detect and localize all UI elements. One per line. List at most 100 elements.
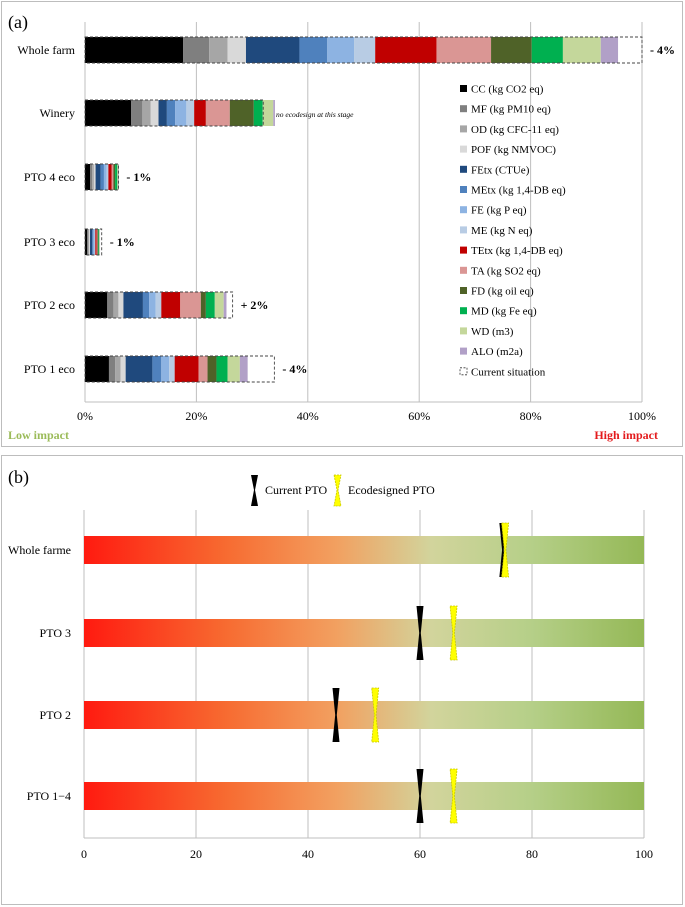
bar-winery-cc [85, 100, 132, 126]
ecodesigned-marker-pto-1-4 [449, 768, 458, 824]
legend-swatch-pof [460, 145, 467, 153]
bar-pto-4-eco-od [92, 164, 94, 190]
change-label-pto-1-eco: - 4% [282, 362, 307, 376]
bar-pto-4-eco-md [115, 164, 118, 190]
legend-label-ta: TA (kg SO2 eq) [471, 265, 541, 277]
bar-pto-2-eco-fe [149, 292, 156, 318]
bar-pto-4-eco-tetx [108, 164, 112, 190]
bar-whole-farm-alo [600, 37, 619, 63]
panel-b-label: (b) [8, 467, 29, 488]
bar-pto-4-eco-metx [100, 164, 104, 190]
b-bar-pto-3 [84, 619, 644, 647]
bar-pto-2-eco-od [113, 292, 119, 318]
low-impact-label: Low impact [8, 428, 69, 442]
b-x-tick-2: 40 [302, 847, 314, 861]
current-situation-winery [84, 99, 264, 127]
bar-pto-3-eco-metx [92, 229, 94, 255]
legend-label-wd: WD (m3) [471, 326, 514, 338]
change-label-pto-2-eco: + 2% [241, 298, 269, 312]
legend-swatch-fd [460, 287, 467, 294]
bar-whole-farm-me [354, 37, 376, 63]
bar-pto-4-eco-pof [93, 164, 96, 190]
panel-b [1, 455, 683, 905]
bar-pto-3-eco-me [94, 229, 96, 255]
bar-pto-4-eco-cc [85, 164, 91, 190]
bar-pto-1-eco-mf [108, 356, 116, 382]
legend-swatch-mf [460, 105, 467, 113]
bar-pto-1-eco-fe [161, 356, 170, 382]
b-category-whole-farme: Whole farme [8, 543, 71, 557]
bar-pto-1-eco-cc [85, 356, 109, 382]
legend-swatch-me [460, 226, 467, 234]
bar-pto-3-eco-wd [99, 229, 100, 255]
bar-pto-2-eco-tetx [161, 292, 181, 318]
bar-whole-farm-cc [85, 37, 184, 63]
b-x-tick-3: 60 [414, 847, 426, 861]
a-x-tick-1: 20% [185, 409, 207, 423]
legend-label-pof: POF (kg NMVOC) [471, 144, 556, 156]
bar-pto-2-eco-cc [85, 292, 108, 318]
panel-b-x-ticks: 0 20 40 60 80 100 [81, 847, 653, 861]
bar-winery-od [142, 100, 151, 126]
ecodesigned-marker-whole-farme [501, 522, 510, 578]
bar-whole-farm-md [531, 37, 563, 63]
legend-current-marker [251, 475, 258, 506]
a-category-pto-3-eco: PTO 3 eco [24, 235, 75, 249]
bar-winery-fd [229, 100, 254, 126]
winery-note: no ecodesign at this stage [276, 110, 354, 119]
a-x-tick-4: 80% [520, 409, 542, 423]
bar-pto-2-eco-md [205, 292, 215, 318]
bar-whole-farm-fd [491, 37, 532, 63]
current-marker-pto-3 [416, 606, 424, 660]
bar-winery-fe [175, 100, 187, 126]
bar-winery-pof [150, 100, 159, 126]
bar-winery-ta [205, 100, 230, 126]
bar-whole-farm-fe [327, 37, 355, 63]
bar-pto-1-eco-alo [239, 356, 248, 382]
bar-pto-3-eco-od [88, 229, 90, 255]
bar-whole-farm-ta [436, 37, 492, 63]
legend-swatch-current-situation [459, 367, 468, 376]
current-situation-pto-1-eco [84, 355, 275, 383]
bar-pto-4-eco-fe [103, 164, 107, 190]
bar-pto-4-eco-fetx [95, 164, 101, 190]
bar-winery-wd [262, 100, 274, 126]
panel-a-x-ticks: 0% 20% 40% 60% 80% 100% [77, 409, 656, 423]
a-x-tick-0: 0% [77, 409, 93, 423]
change-label-whole-farm: - 4% [650, 43, 675, 57]
bar-pto-1-eco-metx [152, 356, 162, 382]
legend-swatch-fetx [460, 165, 467, 173]
bar-pto-2-eco-ta [180, 292, 201, 318]
change-label-pto-3-eco: - 1% [110, 235, 135, 249]
bar-winery-md [253, 100, 263, 126]
bar-pto-4-eco-mf [90, 164, 93, 190]
bar-pto-3-eco-ta [96, 229, 98, 255]
bar-pto-2-eco-fetx [123, 292, 143, 318]
bar-winery-metx [166, 100, 176, 126]
legend-swatch-wd [460, 327, 467, 335]
bar-pto-2-eco-fd [200, 292, 206, 318]
b-x-tick-0: 0 [81, 847, 87, 861]
bar-whole-farm-metx [299, 37, 328, 63]
ecodesigned-marker-pto-3 [449, 605, 458, 661]
a-category-pto-1-eco: PTO 1 eco [24, 362, 75, 376]
panel-a-bars: - 4% - 1% - 1% + 2% - 4% [84, 36, 675, 383]
high-impact-label: High impact [594, 428, 658, 442]
change-label-pto-4-eco: - 1% [126, 170, 151, 184]
bar-pto-1-eco-md [216, 356, 228, 382]
a-category-whole-farm: Whole farm [17, 43, 75, 57]
panel-b-markers [332, 522, 510, 824]
legend-label-metx: MEtx (kg 1,4-DB eq) [471, 185, 566, 197]
a-category-winery: Winery [39, 106, 75, 120]
legend-swatch-od [460, 125, 467, 133]
bar-pto-4-eco-ta [111, 164, 114, 190]
bar-whole-farm-od [209, 37, 228, 63]
bar-winery-fetx [158, 100, 167, 126]
bar-pto-1-eco-me [169, 356, 175, 382]
bar-pto-2-eco-wd [214, 292, 224, 318]
current-situation-pto-4-eco [84, 163, 119, 191]
bar-pto-2-eco-pof [118, 292, 124, 318]
bar-pto-3-eco-md [98, 229, 100, 255]
current-situation-pto-2-eco [84, 291, 234, 319]
b-bar-pto-2 [84, 701, 644, 729]
